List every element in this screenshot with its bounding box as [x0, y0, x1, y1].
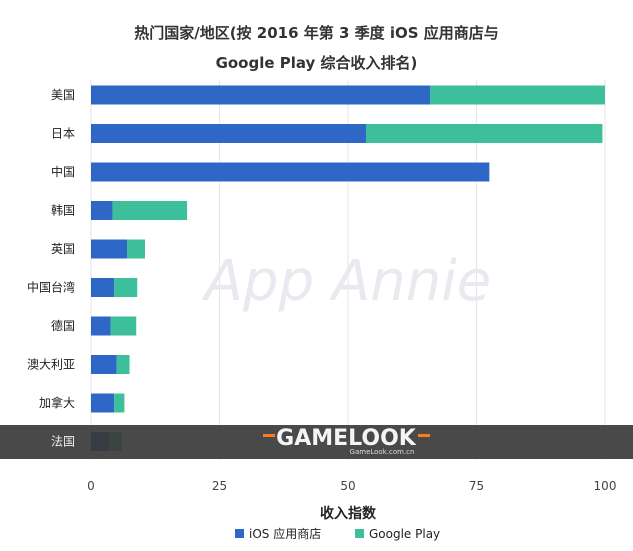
bar-ios-4: [91, 239, 127, 259]
bar-google-play-8: [114, 393, 125, 413]
bar-ios-5: [91, 278, 115, 297]
category-label-2: 中国: [51, 164, 75, 179]
category-label-overlay-9: 法国: [51, 435, 75, 449]
watermark-text: App Annie: [202, 249, 492, 314]
category-label-8: 加拿大: [39, 395, 75, 410]
bar-google-play-4: [126, 239, 145, 259]
bar-ios-7: [91, 355, 117, 374]
overlay-band: [0, 425, 633, 459]
bar-ios-0: [91, 85, 431, 105]
bar-ios-3: [91, 201, 113, 220]
chart-title-line-2: Google Play 综合收入排名): [215, 54, 418, 72]
band-dash-left-icon: [263, 434, 275, 437]
bar-google-play-1: [365, 124, 603, 143]
category-label-1: 日本: [51, 127, 75, 141]
legend-label-0: iOS 应用商店: [249, 526, 321, 541]
legend-swatch-1: [355, 529, 364, 538]
legend-label-1: Google Play: [369, 527, 440, 541]
bar-google-play-5: [114, 278, 138, 297]
x-tick-label-1: 25: [212, 479, 227, 493]
bar-ios-6: [91, 316, 111, 336]
category-label-7: 澳大利亚: [27, 358, 75, 372]
bar-google-play-3: [112, 201, 188, 220]
bar-google-play-7: [116, 355, 130, 374]
chart-title-line-1: 热门国家/地区(按 2016 年第 3 季度 iOS 应用商店与: [134, 24, 499, 42]
x-tick-label-0: 0: [87, 479, 95, 493]
category-label-3: 韩国: [51, 203, 75, 218]
band-brand-text: GAMELOOK: [276, 426, 417, 451]
x-tick-label-2: 50: [340, 479, 355, 493]
category-label-4: 英国: [51, 242, 75, 256]
band-site-text: GameLook.com.cn: [350, 448, 415, 456]
bar-ios-2: [91, 162, 490, 182]
category-label-5: 中国台湾: [27, 280, 75, 295]
category-label-6: 德国: [51, 318, 75, 333]
bar-ios-8: [91, 393, 115, 413]
x-tick-label-3: 75: [469, 479, 484, 493]
bar-google-play-6: [110, 316, 137, 336]
x-tick-label-4: 100: [594, 479, 617, 493]
bar-ios-1: [91, 124, 366, 143]
x-axis-label: 收入指数: [320, 505, 377, 522]
legend-swatch-0: [235, 529, 244, 538]
band-dash-right-icon: [418, 434, 430, 437]
bar-google-play-0: [430, 85, 605, 105]
category-label-0: 美国: [51, 88, 75, 102]
